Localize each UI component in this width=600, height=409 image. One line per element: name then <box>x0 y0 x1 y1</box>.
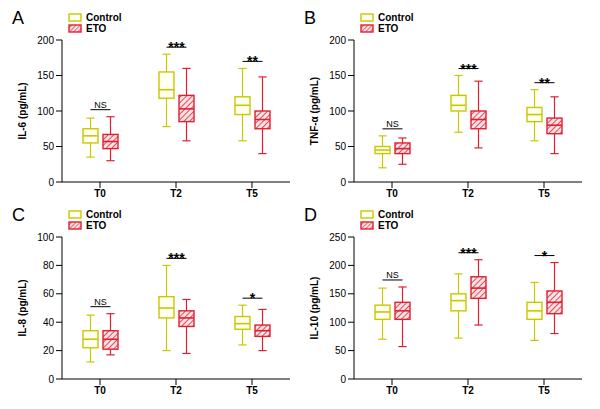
svg-text:50: 50 <box>335 345 347 356</box>
svg-text:***: *** <box>168 250 185 266</box>
html-text:Control: Control <box>378 208 414 220</box>
svg-text:200: 200 <box>37 35 54 46</box>
svg-text:TNF-α (pg/mL): TNF-α (pg/mL) <box>309 77 320 145</box>
html-text:B: B <box>304 8 316 28</box>
html-text:A: A <box>12 8 24 28</box>
svg-text:250: 250 <box>329 231 346 242</box>
html-text:C: C <box>12 204 25 225</box>
svg-text:**: ** <box>539 75 550 91</box>
svg-text:NS: NS <box>386 119 399 129</box>
html-text:ETO: ETO <box>378 23 399 34</box>
svg-text:NS: NS <box>94 296 107 306</box>
svg-text:IL-6 (pg/mL): IL-6 (pg/mL) <box>17 82 28 139</box>
svg-text:T2: T2 <box>170 385 182 396</box>
svg-text:T5: T5 <box>246 385 258 396</box>
svg-text:***: *** <box>460 244 477 260</box>
html-text:ETO: ETO <box>378 219 399 231</box>
svg-text:100: 100 <box>329 316 346 327</box>
svg-text:*: * <box>542 247 548 263</box>
svg-text:T5: T5 <box>538 385 550 396</box>
svg-text:*: * <box>250 290 256 306</box>
svg-text:***: *** <box>460 61 477 77</box>
svg-text:T0: T0 <box>94 385 106 396</box>
svg-text:0: 0 <box>340 373 346 384</box>
svg-text:80: 80 <box>43 259 55 270</box>
svg-text:100: 100 <box>37 231 54 242</box>
svg-text:200: 200 <box>329 259 346 270</box>
svg-text:0: 0 <box>340 177 346 188</box>
html-text:Control: Control <box>86 208 122 220</box>
svg-text:T2: T2 <box>170 188 182 199</box>
svg-text:IL-10 (pg/mL): IL-10 (pg/mL) <box>309 276 320 339</box>
html-text:Control: Control <box>86 12 122 23</box>
svg-text:50: 50 <box>335 141 347 152</box>
html-text:ETO: ETO <box>86 23 107 34</box>
svg-text:T2: T2 <box>462 385 474 396</box>
svg-text:100: 100 <box>329 106 346 117</box>
svg-text:50: 50 <box>43 141 55 152</box>
html-text:Control: Control <box>378 12 414 23</box>
html-text:D: D <box>304 204 317 225</box>
svg-text:T5: T5 <box>246 188 258 199</box>
svg-text:20: 20 <box>43 345 55 356</box>
svg-text:T0: T0 <box>94 188 106 199</box>
svg-text:40: 40 <box>43 316 55 327</box>
svg-text:150: 150 <box>37 70 54 81</box>
svg-text:***: *** <box>168 40 185 55</box>
svg-text:200: 200 <box>329 35 346 46</box>
svg-text:0: 0 <box>48 177 54 188</box>
svg-text:T2: T2 <box>462 188 474 199</box>
svg-text:100: 100 <box>37 106 54 117</box>
svg-text:**: ** <box>247 53 258 69</box>
svg-text:150: 150 <box>329 70 346 81</box>
svg-text:T0: T0 <box>386 385 398 396</box>
svg-text:NS: NS <box>94 100 107 110</box>
svg-text:T0: T0 <box>386 188 398 199</box>
html-text:ETO: ETO <box>86 219 107 231</box>
svg-text:NS: NS <box>386 269 399 279</box>
svg-text:150: 150 <box>329 288 346 299</box>
svg-text:60: 60 <box>43 288 55 299</box>
svg-text:IL-8 (pg/mL): IL-8 (pg/mL) <box>17 279 28 336</box>
svg-text:0: 0 <box>48 373 54 384</box>
svg-text:T5: T5 <box>538 188 550 199</box>
